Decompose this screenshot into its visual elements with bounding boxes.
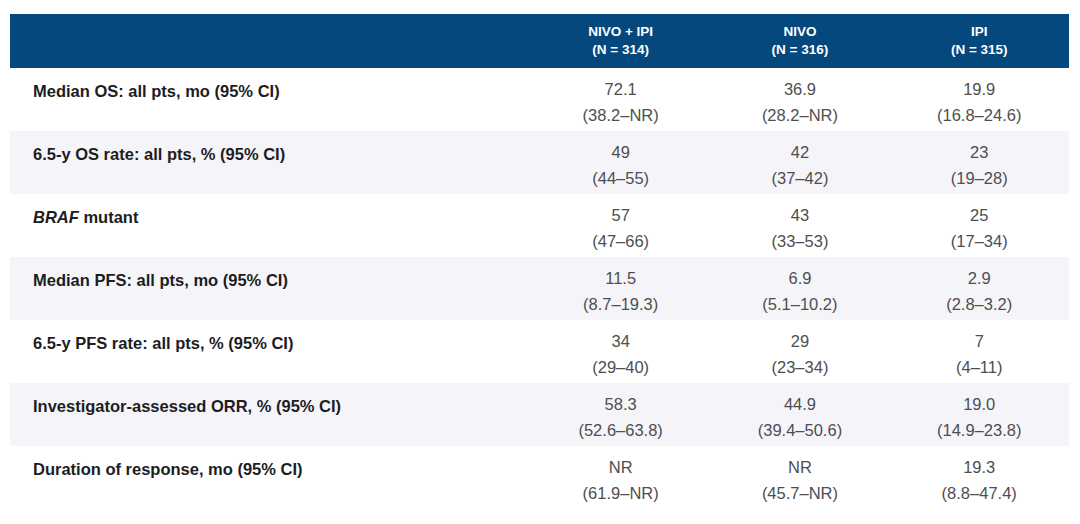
confidence-interval: (2.8–3.2) (890, 291, 1069, 317)
confidence-interval: (45.7–NR) (710, 480, 889, 506)
table-row-median-os: Median OS: all pts, mo (95% CI) 72.1(38.… (10, 68, 1069, 131)
header-cell-ipi: IPI (N = 315) (890, 14, 1069, 68)
confidence-interval: (19–28) (890, 165, 1069, 191)
row-label: Duration of response, mo (95% CI) (10, 446, 531, 509)
confidence-interval: (33–53) (710, 228, 889, 254)
value-cell: 6.9(5.1–10.2) (710, 257, 889, 320)
confidence-interval: (29–40) (531, 354, 710, 380)
point-estimate: 19.9 (890, 76, 1069, 102)
point-estimate: 34 (531, 328, 710, 354)
arm-name: IPI (890, 23, 1069, 41)
value-cell: 42(37–42) (710, 131, 889, 194)
value-cell: 72.1(38.2–NR) (531, 68, 710, 131)
value-cell: 29(23–34) (710, 320, 889, 383)
confidence-interval: (61.9–NR) (531, 480, 710, 506)
table-row-median-pfs: Median PFS: all pts, mo (95% CI) 11.5(8.… (10, 257, 1069, 320)
point-estimate: 23 (890, 139, 1069, 165)
value-cell: 2.9(2.8–3.2) (890, 257, 1069, 320)
table-row-pfs-rate: 6.5-y PFS rate: all pts, % (95% CI) 34(2… (10, 320, 1069, 383)
confidence-interval: (4–11) (890, 354, 1069, 380)
row-label-text: mutant (79, 208, 139, 226)
confidence-interval: (17–34) (890, 228, 1069, 254)
confidence-interval: (44–55) (531, 165, 710, 191)
point-estimate: NR (710, 454, 889, 480)
point-estimate: 49 (531, 139, 710, 165)
row-label: Median PFS: all pts, mo (95% CI) (10, 257, 531, 320)
value-cell: 25(17–34) (890, 194, 1069, 257)
value-cell: 43(33–53) (710, 194, 889, 257)
value-cell: 23(19–28) (890, 131, 1069, 194)
value-cell: NR(45.7–NR) (710, 446, 889, 509)
row-label: 6.5-y OS rate: all pts, % (95% CI) (10, 131, 531, 194)
value-cell: 57(47–66) (531, 194, 710, 257)
confidence-interval: (47–66) (531, 228, 710, 254)
confidence-interval: (8.7–19.3) (531, 291, 710, 317)
point-estimate: 25 (890, 202, 1069, 228)
header-cell-empty (10, 14, 531, 68)
value-cell: 34(29–40) (531, 320, 710, 383)
value-cell: 44.9(39.4–50.6) (710, 383, 889, 446)
arm-n: (N = 314) (531, 41, 710, 59)
arm-name: NIVO + IPI (531, 23, 710, 41)
confidence-interval: (37–42) (710, 165, 889, 191)
table-header-row: NIVO + IPI (N = 314) NIVO (N = 316) IPI … (10, 14, 1069, 68)
confidence-interval: (14.9–23.8) (890, 417, 1069, 443)
point-estimate: NR (531, 454, 710, 480)
row-label-text: Investigator-assessed ORR, % (95% CI) (33, 397, 341, 415)
confidence-interval: (8.8–47.4) (890, 480, 1069, 506)
point-estimate: 19.0 (890, 391, 1069, 417)
value-cell: 49(44–55) (531, 131, 710, 194)
point-estimate: 72.1 (531, 76, 710, 102)
table-row-braf-mutant: BRAF mutant 57(47–66) 43(33–53) 25(17–34… (10, 194, 1069, 257)
point-estimate: 6.9 (710, 265, 889, 291)
value-cell: 11.5(8.7–19.3) (531, 257, 710, 320)
point-estimate: 11.5 (531, 265, 710, 291)
point-estimate: 7 (890, 328, 1069, 354)
value-cell: 58.3(52.6–63.8) (531, 383, 710, 446)
confidence-interval: (16.8–24.6) (890, 102, 1069, 128)
row-label-text: Duration of response, mo (95% CI) (33, 460, 303, 478)
row-label: Median OS: all pts, mo (95% CI) (10, 68, 531, 131)
value-cell: 19.0(14.9–23.8) (890, 383, 1069, 446)
confidence-interval: (39.4–50.6) (710, 417, 889, 443)
row-label-text: Median PFS: all pts, mo (95% CI) (33, 271, 288, 289)
point-estimate: 36.9 (710, 76, 889, 102)
row-label-text: 6.5-y PFS rate: all pts, % (95% CI) (33, 334, 293, 352)
confidence-interval: (23–34) (710, 354, 889, 380)
arm-n: (N = 315) (890, 41, 1069, 59)
value-cell: 19.9(16.8–24.6) (890, 68, 1069, 131)
point-estimate: 29 (710, 328, 889, 354)
row-label: Investigator-assessed ORR, % (95% CI) (10, 383, 531, 446)
confidence-interval: (38.2–NR) (531, 102, 710, 128)
point-estimate: 43 (710, 202, 889, 228)
row-label: BRAF mutant (10, 194, 531, 257)
table-row-duration-of-response: Duration of response, mo (95% CI) NR(61.… (10, 446, 1069, 509)
value-cell: 36.9(28.2–NR) (710, 68, 889, 131)
row-label-text: 6.5-y OS rate: all pts, % (95% CI) (33, 145, 285, 163)
arm-n: (N = 316) (710, 41, 889, 59)
arm-name: NIVO (710, 23, 889, 41)
header-cell-nivo: NIVO (N = 316) (710, 14, 889, 68)
row-label-italic: BRAF (33, 208, 79, 226)
confidence-interval: (52.6–63.8) (531, 417, 710, 443)
point-estimate: 58.3 (531, 391, 710, 417)
value-cell: 7(4–11) (890, 320, 1069, 383)
point-estimate: 19.3 (890, 454, 1069, 480)
point-estimate: 44.9 (710, 391, 889, 417)
confidence-interval: (5.1–10.2) (710, 291, 889, 317)
row-label-text: Median OS: all pts, mo (95% CI) (33, 82, 280, 100)
point-estimate: 2.9 (890, 265, 1069, 291)
results-table: NIVO + IPI (N = 314) NIVO (N = 316) IPI … (10, 14, 1069, 509)
row-label: 6.5-y PFS rate: all pts, % (95% CI) (10, 320, 531, 383)
table-row-orr: Investigator-assessed ORR, % (95% CI) 58… (10, 383, 1069, 446)
point-estimate: 42 (710, 139, 889, 165)
header-cell-nivo-ipi: NIVO + IPI (N = 314) (531, 14, 710, 68)
value-cell: NR(61.9–NR) (531, 446, 710, 509)
table-row-os-rate: 6.5-y OS rate: all pts, % (95% CI) 49(44… (10, 131, 1069, 194)
confidence-interval: (28.2–NR) (710, 102, 889, 128)
value-cell: 19.3(8.8–47.4) (890, 446, 1069, 509)
point-estimate: 57 (531, 202, 710, 228)
